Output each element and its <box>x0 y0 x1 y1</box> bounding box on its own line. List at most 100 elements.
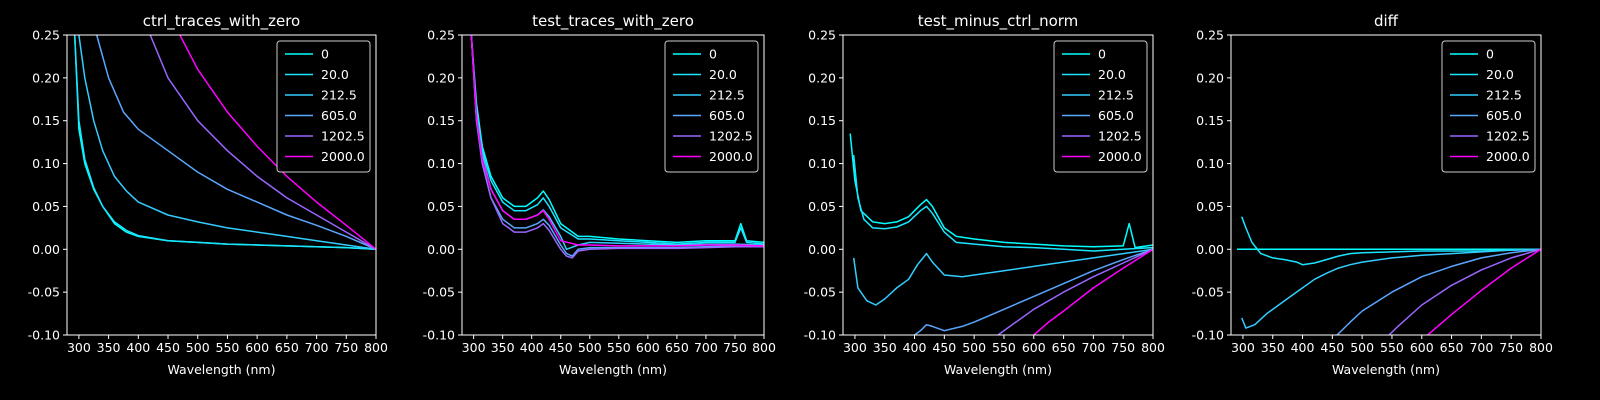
y-tick-label: 0.00 <box>32 242 60 257</box>
legend-entry: 1202.5 <box>709 129 753 144</box>
legend-entry: 20.0 <box>709 67 737 82</box>
legend-entry: 2000.0 <box>709 149 753 164</box>
y-tick-label: 0.25 <box>1196 28 1224 43</box>
x-tick-label: 700 <box>1081 340 1105 355</box>
x-axis-label: Wavelength (nm) <box>168 362 276 377</box>
y-tick-label: 0.05 <box>808 199 836 214</box>
legend-entry: 605.0 <box>1486 108 1522 123</box>
legend-entry: 0 <box>1486 47 1494 62</box>
x-tick-label: 500 <box>578 340 602 355</box>
series-line <box>95 35 376 250</box>
legend-entry: 20.0 <box>1486 67 1514 82</box>
y-tick-label: -0.10 <box>28 328 60 343</box>
x-tick-label: 350 <box>97 340 121 355</box>
x-tick-label: 750 <box>1111 340 1135 355</box>
series-line <box>470 35 764 245</box>
x-tick-label: 450 <box>549 340 573 355</box>
x-axis-label: Wavelength (nm) <box>559 362 667 377</box>
chart-panel: 300 350 400 450 500 550 600 650 700 750 800 -0.10 -0… <box>1192 12 1553 377</box>
x-tick-label: 600 <box>245 340 269 355</box>
axes-frame <box>461 34 765 336</box>
chart-title: test_traces_with_zero <box>532 12 694 31</box>
y-tick-label: 0.10 <box>32 156 60 171</box>
legend-entry: 1202.5 <box>1486 129 1530 144</box>
series-line <box>470 35 764 259</box>
y-tick-label: 0.15 <box>1196 113 1224 128</box>
y-tick-label: 0.15 <box>32 113 60 128</box>
y-tick-label: 0.05 <box>1196 199 1224 214</box>
series-line <box>852 154 1153 252</box>
x-tick-label: 400 <box>903 340 927 355</box>
legend-entry: 2000.0 <box>321 149 365 164</box>
chart-title: ctrl_traces_with_zero <box>143 12 300 31</box>
x-tick-label: 650 <box>665 340 689 355</box>
y-tick-label: -0.05 <box>28 285 60 300</box>
legend-entry: 605.0 <box>321 108 357 123</box>
axes-frame <box>66 34 377 336</box>
y-tick-label: 0.10 <box>1196 156 1224 171</box>
x-tick-label: 550 <box>607 340 631 355</box>
x-tick-label: 600 <box>636 340 660 355</box>
x-tick-label: 600 <box>1022 340 1046 355</box>
x-tick-label: 450 <box>156 340 180 355</box>
x-tick-label: 800 <box>1141 340 1165 355</box>
y-tick-label: -0.10 <box>1192 328 1224 343</box>
y-tick-label: 0.00 <box>1196 242 1224 257</box>
series-line <box>470 35 764 244</box>
legend-entry: 20.0 <box>1098 67 1126 82</box>
x-tick-label: 700 <box>305 340 329 355</box>
legend-entry: 212.5 <box>321 88 357 103</box>
x-tick-label: 550 <box>992 340 1016 355</box>
series-line <box>470 35 764 247</box>
y-tick-label: -0.05 <box>804 285 836 300</box>
chart-title: diff <box>1374 12 1399 30</box>
x-tick-label: 350 <box>491 340 515 355</box>
legend: 0 20.0 212.5 605.0 1202.5 2000.0 <box>276 40 371 173</box>
x-tick-label: 650 <box>1440 340 1464 355</box>
series-line <box>179 35 376 250</box>
plot-area <box>849 133 1153 335</box>
x-tick-label: 500 <box>1350 340 1374 355</box>
y-tick-label: 0.25 <box>32 28 60 43</box>
y-tick-label: 0.05 <box>427 199 455 214</box>
series-line <box>1427 248 1541 335</box>
x-tick-label: 800 <box>1529 340 1553 355</box>
x-tick-label: 750 <box>1499 340 1523 355</box>
y-tick-label: 0.20 <box>808 70 836 85</box>
series-line <box>78 35 376 251</box>
x-tick-label: 300 <box>67 340 91 355</box>
x-tick-label: 750 <box>334 340 358 355</box>
series-line <box>852 248 1153 306</box>
chart-panel: 300 350 400 450 500 550 600 650 700 750 800 -0.10 -0… <box>423 12 776 377</box>
x-tick-label: 350 <box>873 340 897 355</box>
x-tick-label: 400 <box>520 340 544 355</box>
y-tick-label: 0.15 <box>427 113 455 128</box>
y-tick-label: 0.10 <box>427 156 455 171</box>
legend: 0 20.0 212.5 605.0 1202.5 2000.0 <box>1053 40 1148 173</box>
x-tick-label: 650 <box>1052 340 1076 355</box>
legend-entry: 0 <box>709 47 717 62</box>
legend-entry: 605.0 <box>709 108 745 123</box>
series-line <box>1240 216 1541 266</box>
x-tick-label: 350 <box>1261 340 1285 355</box>
series-line <box>149 35 376 250</box>
x-axis-label: Wavelength (nm) <box>1332 362 1440 377</box>
axes-frame <box>842 34 1154 336</box>
y-tick-label: -0.05 <box>1192 285 1224 300</box>
series-line <box>1388 248 1541 335</box>
series-line <box>914 248 1153 335</box>
x-tick-label: 700 <box>1469 340 1493 355</box>
x-tick-label: 800 <box>752 340 776 355</box>
y-tick-label: 0.15 <box>808 113 836 128</box>
legend-entry: 212.5 <box>1486 88 1522 103</box>
legend-entry: 212.5 <box>709 88 745 103</box>
x-tick-label: 550 <box>1380 340 1404 355</box>
series-line <box>1241 248 1541 329</box>
chart-title: test_minus_ctrl_norm <box>918 12 1079 31</box>
x-tick-label: 450 <box>1320 340 1344 355</box>
legend-entry: 0 <box>1098 47 1106 62</box>
x-tick-label: 650 <box>275 340 299 355</box>
plot-area <box>470 35 764 259</box>
x-tick-label: 300 <box>462 340 486 355</box>
